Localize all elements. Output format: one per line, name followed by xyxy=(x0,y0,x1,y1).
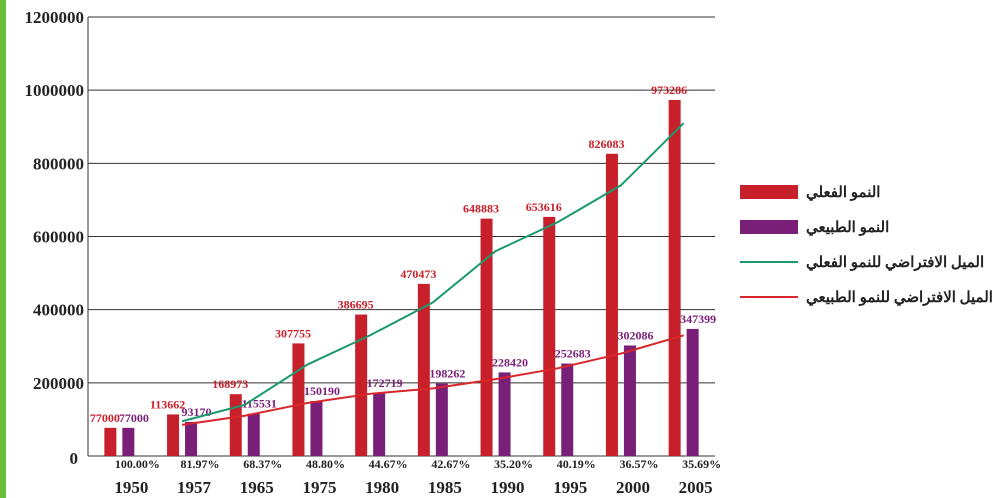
x-annotation: 81.97% xyxy=(181,457,220,471)
x-tick-label: 1995 xyxy=(553,478,587,497)
x-tick-label: 1957 xyxy=(177,478,212,497)
value-label: 198262 xyxy=(429,366,465,380)
value-label: 307755 xyxy=(275,326,311,340)
x-tick-label: 2005 xyxy=(679,478,713,497)
value-label: 648883 xyxy=(463,202,499,216)
value-label: 150190 xyxy=(304,384,340,398)
value-label: 386695 xyxy=(338,298,374,312)
bar xyxy=(122,427,135,456)
value-label: 347399 xyxy=(680,312,716,326)
y-tick-label: 600000 xyxy=(33,228,84,247)
legend-label: الميل الافتراضي للنمو الطبيعي xyxy=(806,290,993,307)
value-label: 826083 xyxy=(588,137,624,151)
x-annotation: 44.67% xyxy=(369,457,408,471)
value-label: 228420 xyxy=(492,355,528,369)
x-tick-label: 2000 xyxy=(616,478,650,497)
value-label: 168973 xyxy=(212,377,248,391)
legend-label: النمو الفعلي xyxy=(806,185,880,202)
y-tick-label: 1200000 xyxy=(25,8,85,27)
bar xyxy=(543,216,556,456)
bar xyxy=(229,394,242,456)
x-annotation: 40.19% xyxy=(557,457,596,471)
value-label: 653616 xyxy=(526,200,562,214)
x-tick-label: 1950 xyxy=(114,478,148,497)
value-label: 77000 xyxy=(90,411,120,425)
x-tick-label: 1990 xyxy=(491,478,525,497)
bar xyxy=(185,421,198,456)
bar xyxy=(435,383,448,456)
bar xyxy=(247,413,260,456)
page-border xyxy=(0,0,6,498)
bar xyxy=(104,427,117,456)
value-label: 172719 xyxy=(367,376,403,390)
x-annotation: 35.69% xyxy=(682,457,721,471)
bar xyxy=(480,218,493,456)
x-annotation: 35.20% xyxy=(494,457,533,471)
bar xyxy=(498,372,511,456)
x-tick-label: 1980 xyxy=(365,478,399,497)
x-tick-label: 1985 xyxy=(428,478,462,497)
value-label: 252683 xyxy=(555,347,591,361)
trend-line xyxy=(181,334,684,426)
bar xyxy=(373,392,386,456)
bar xyxy=(561,363,574,456)
value-label: 77000 xyxy=(119,411,149,425)
legend-label: النمو الطبيعي xyxy=(806,220,889,237)
x-tick-label: 1965 xyxy=(240,478,274,497)
legend-swatch xyxy=(740,185,798,199)
x-annotation: 42.67% xyxy=(431,457,470,471)
value-label: 302086 xyxy=(617,328,653,342)
bar xyxy=(292,343,305,456)
bar xyxy=(417,283,430,456)
x-annotation: 68.37% xyxy=(243,457,282,471)
bar xyxy=(167,414,180,456)
x-annotation: 100.00% xyxy=(115,457,160,471)
y-tick-label: 1000000 xyxy=(25,81,85,100)
bar xyxy=(668,99,681,456)
x-annotation: 36.57% xyxy=(619,457,658,471)
bar xyxy=(623,345,636,456)
bar xyxy=(686,328,699,456)
x-annotation: 48.80% xyxy=(306,457,345,471)
legend-swatch xyxy=(740,220,798,234)
y-tick-label: 800000 xyxy=(33,154,84,173)
value-label: 470473 xyxy=(400,267,436,281)
bar xyxy=(310,401,323,456)
value-label: 973286 xyxy=(651,83,687,97)
y-tick-label: 0 xyxy=(70,449,79,468)
value-label: 113662 xyxy=(150,397,185,411)
trend-line xyxy=(181,122,685,423)
bar xyxy=(605,153,618,456)
legend-label: الميل الافتراضي للنمو الفعلي xyxy=(806,255,984,272)
y-tick-label: 200000 xyxy=(33,374,84,393)
y-tick-label: 400000 xyxy=(33,301,84,320)
x-tick-label: 1975 xyxy=(302,478,336,497)
bar xyxy=(355,314,368,456)
